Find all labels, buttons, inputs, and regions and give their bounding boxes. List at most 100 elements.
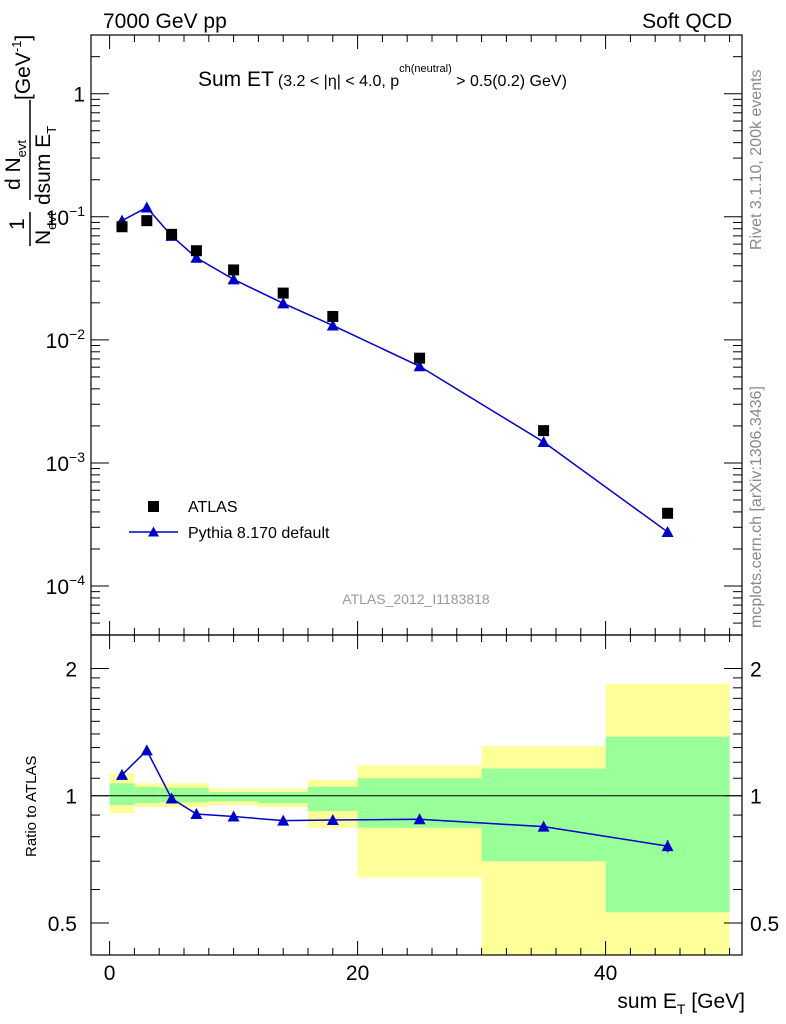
ratio-y-axis-label: Ratio to ATLAS (23, 756, 40, 857)
data-point (190, 245, 202, 257)
legend-atlas-marker (148, 501, 159, 512)
data-point (662, 507, 674, 519)
rivet-version-label: Rivet 3.1.10, 200k events (748, 69, 765, 250)
xlabel-sub: T (677, 1001, 686, 1017)
mcplots-label: mcplots.cern.ch [arXiv:1306.3436] (748, 386, 765, 628)
ylabel-one: 1 (6, 218, 29, 230)
ylabel-unit: [GeV-1] (9, 35, 35, 100)
mc-point (227, 273, 240, 285)
ylabel-unit-open: [GeV (12, 52, 35, 100)
title-superscript: ch(neutral) (399, 63, 452, 75)
mc-point (326, 319, 339, 331)
data-point (166, 228, 178, 240)
xlabel-main: sum E (617, 990, 677, 1013)
mc-point (661, 525, 674, 537)
inner-band (605, 736, 730, 913)
ratio-point (116, 768, 128, 780)
x-tick-label: 40 (594, 962, 617, 985)
ylabel-dsum: dsum ET (32, 126, 59, 205)
ratio-uncertainty-bands (109, 683, 730, 955)
title-cut-1: (3.2 < (278, 73, 324, 90)
ylabel-nevt: Nevt (32, 212, 59, 245)
ratio-line (121, 749, 668, 847)
ratio-y-tick-labels: 0.5 0.5 1 1 2 2 (48, 658, 779, 936)
mc-line (121, 206, 669, 533)
mc-point (413, 360, 426, 372)
title-cut-2: < 4.0, p (341, 73, 399, 90)
data-point (116, 221, 128, 233)
ratio-y-tick-label-right: 1 (750, 786, 762, 809)
y-tick-label: 1 (73, 84, 85, 107)
ratio-y-tick-label-right: 0.5 (750, 913, 779, 936)
ylabel-dsum-sub: T (44, 126, 59, 134)
ylabel-dn-sub: evt (14, 140, 29, 158)
header-right-label: Soft QCD (642, 10, 732, 33)
ylabel-dsum-text: dsum E (32, 134, 55, 205)
ratio-point (140, 744, 153, 756)
header-left-label: 7000 GeV pp (103, 10, 227, 33)
ylabel-n: N (32, 230, 55, 245)
y-tick-label: 10−4 (46, 572, 86, 599)
ratio-point (277, 814, 290, 826)
y-tick-label: 10−3 (46, 449, 86, 476)
legend-pythia-marker (148, 526, 159, 537)
data-point (277, 287, 289, 299)
ylabel-evt-sub: evt (44, 212, 59, 230)
ratio-point (227, 810, 240, 822)
mc-series-ratio (116, 744, 674, 853)
mc-point (277, 297, 290, 309)
inner-band (208, 792, 259, 802)
inner-band (109, 783, 135, 806)
main-frame (90, 34, 743, 636)
data-point (228, 264, 240, 276)
ratio-panel: 0.5 0.5 1 1 2 2 0 20 40 Ratio to ATLAS sum ET [… (23, 634, 779, 1017)
ratio-ticks (91, 635, 742, 955)
title-main: Sum ET (198, 68, 274, 91)
data-point (327, 310, 339, 322)
mc-point (537, 435, 550, 447)
legend-pythia-label: Pythia 8.170 default (188, 525, 330, 542)
ratio-point (661, 840, 674, 852)
title-cut-3: > 0.5(0.2) GeV) (452, 73, 567, 90)
y-tick-label: 10−2 (46, 326, 86, 353)
ratio-y-tick-label-left: 1 (65, 786, 77, 809)
ylabel-dn-text: d N (2, 157, 25, 190)
y-tick-label: 10−1 (46, 203, 86, 230)
x-tick-label: 20 (346, 962, 369, 985)
inner-band (308, 786, 358, 812)
title-eta: |η| (324, 73, 341, 90)
atlas-data-series (116, 215, 674, 519)
ylabel-unit-exp: -1 (9, 41, 24, 53)
ratio-y-tick-label-left: 0.5 (48, 913, 77, 936)
ratio-x-tick-labels: 0 20 40 (104, 962, 618, 985)
ratio-point (165, 792, 178, 804)
ratio-frame (90, 634, 743, 956)
inner-band (258, 792, 308, 804)
data-point (538, 425, 550, 437)
inner-band (134, 786, 160, 804)
inner-band (481, 768, 606, 862)
data-point (141, 215, 153, 227)
ratio-point (413, 813, 426, 825)
main-y-tick-labels: 1 10−1 10−2 10−3 10−4 (46, 84, 86, 599)
x-tick-label: 0 (104, 962, 116, 985)
mc-point (190, 251, 203, 263)
main-y-axis-label: 1 Nevt d Nevt dsum ET [GeV-1] (2, 35, 59, 246)
data-point (414, 352, 426, 364)
ratio-point (326, 814, 339, 826)
ratio-y-tick-label-left: 2 (65, 658, 77, 681)
legend-atlas-label: ATLAS (188, 499, 238, 516)
ratio-point (537, 820, 550, 832)
main-title: Sum ET (3.2 < |η| < 4.0, pch(neutral) > 0… (198, 63, 567, 91)
xlabel-unit: [GeV] (685, 990, 745, 1013)
mc-point (140, 201, 153, 213)
x-axis-label: sum ET [GeV] (617, 990, 745, 1017)
analysis-watermark: ATLAS_2012_I1183818 (342, 591, 490, 607)
main-panel: 1 10−1 10−2 10−3 10−4 Sum ET (3.2 < |η| < 4.0… (2, 34, 743, 636)
ratio-point (190, 808, 203, 820)
ylabel-unit-close: ] (12, 35, 35, 41)
ratio-y-tick-label-right: 2 (750, 658, 762, 681)
ylabel-dn: d Nevt (2, 140, 29, 190)
main-ticks (91, 34, 742, 636)
